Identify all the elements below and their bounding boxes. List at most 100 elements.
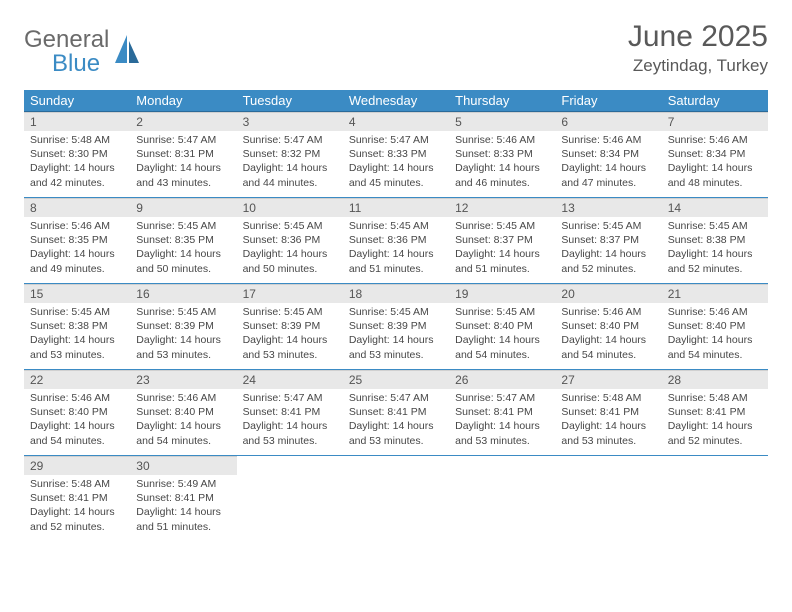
- day-details: Sunrise: 5:45 AMSunset: 8:37 PMDaylight:…: [555, 217, 661, 280]
- calendar-cell: 14Sunrise: 5:45 AMSunset: 8:38 PMDayligh…: [662, 198, 768, 284]
- day-number: 19: [449, 284, 555, 303]
- day-details: Sunrise: 5:48 AMSunset: 8:41 PMDaylight:…: [24, 475, 130, 538]
- calendar-cell: 13Sunrise: 5:45 AMSunset: 8:37 PMDayligh…: [555, 198, 661, 284]
- calendar-cell: 24Sunrise: 5:47 AMSunset: 8:41 PMDayligh…: [237, 370, 343, 456]
- calendar-cell: 20Sunrise: 5:46 AMSunset: 8:40 PMDayligh…: [555, 284, 661, 370]
- day-number: 6: [555, 112, 661, 131]
- day-details: Sunrise: 5:45 AMSunset: 8:36 PMDaylight:…: [343, 217, 449, 280]
- day-details: Sunrise: 5:48 AMSunset: 8:41 PMDaylight:…: [555, 389, 661, 452]
- day-number: 2: [130, 112, 236, 131]
- day-details: Sunrise: 5:47 AMSunset: 8:31 PMDaylight:…: [130, 131, 236, 194]
- day-details: Sunrise: 5:46 AMSunset: 8:40 PMDaylight:…: [555, 303, 661, 366]
- day-number: 10: [237, 198, 343, 217]
- day-details: Sunrise: 5:47 AMSunset: 8:33 PMDaylight:…: [343, 131, 449, 194]
- calendar-cell: 11Sunrise: 5:45 AMSunset: 8:36 PMDayligh…: [343, 198, 449, 284]
- day-details: Sunrise: 5:46 AMSunset: 8:34 PMDaylight:…: [662, 131, 768, 194]
- calendar-cell: 19Sunrise: 5:45 AMSunset: 8:40 PMDayligh…: [449, 284, 555, 370]
- day-details: Sunrise: 5:47 AMSunset: 8:41 PMDaylight:…: [449, 389, 555, 452]
- calendar-cell: 7Sunrise: 5:46 AMSunset: 8:34 PMDaylight…: [662, 112, 768, 198]
- day-number: 14: [662, 198, 768, 217]
- calendar-cell: .: [662, 456, 768, 542]
- weekday-header: Friday: [555, 90, 661, 112]
- title-block: June 2025 Zeytindag, Turkey: [628, 20, 768, 76]
- calendar-cell: 26Sunrise: 5:47 AMSunset: 8:41 PMDayligh…: [449, 370, 555, 456]
- logo-word-general: General: [24, 26, 109, 53]
- day-number: 15: [24, 284, 130, 303]
- day-number: 11: [343, 198, 449, 217]
- calendar-cell: 22Sunrise: 5:46 AMSunset: 8:40 PMDayligh…: [24, 370, 130, 456]
- calendar-cell: 27Sunrise: 5:48 AMSunset: 8:41 PMDayligh…: [555, 370, 661, 456]
- day-details: Sunrise: 5:46 AMSunset: 8:35 PMDaylight:…: [24, 217, 130, 280]
- day-details: Sunrise: 5:46 AMSunset: 8:40 PMDaylight:…: [24, 389, 130, 452]
- day-number: 30: [130, 456, 236, 475]
- calendar-cell: 29Sunrise: 5:48 AMSunset: 8:41 PMDayligh…: [24, 456, 130, 542]
- page-title: June 2025: [628, 20, 768, 54]
- day-number: 16: [130, 284, 236, 303]
- calendar-cell: 8Sunrise: 5:46 AMSunset: 8:35 PMDaylight…: [24, 198, 130, 284]
- day-number: 8: [24, 198, 130, 217]
- calendar-cell: 17Sunrise: 5:45 AMSunset: 8:39 PMDayligh…: [237, 284, 343, 370]
- day-details: Sunrise: 5:46 AMSunset: 8:40 PMDaylight:…: [130, 389, 236, 452]
- day-details: Sunrise: 5:45 AMSunset: 8:38 PMDaylight:…: [662, 217, 768, 280]
- calendar-table: SundayMondayTuesdayWednesdayThursdayFrid…: [24, 90, 768, 542]
- day-details: Sunrise: 5:45 AMSunset: 8:38 PMDaylight:…: [24, 303, 130, 366]
- header: General Blue June 2025 Zeytindag, Turkey: [24, 20, 768, 76]
- day-number: 23: [130, 370, 236, 389]
- calendar-cell: .: [449, 456, 555, 542]
- day-number: 4: [343, 112, 449, 131]
- weekday-header: Tuesday: [237, 90, 343, 112]
- day-number: 25: [343, 370, 449, 389]
- calendar-cell: .: [237, 456, 343, 542]
- calendar-cell: 10Sunrise: 5:45 AMSunset: 8:36 PMDayligh…: [237, 198, 343, 284]
- logo-text-block: General Blue: [24, 28, 109, 76]
- calendar-body: 1Sunrise: 5:48 AMSunset: 8:30 PMDaylight…: [24, 112, 768, 542]
- day-details: Sunrise: 5:45 AMSunset: 8:37 PMDaylight:…: [449, 217, 555, 280]
- day-details: Sunrise: 5:46 AMSunset: 8:40 PMDaylight:…: [662, 303, 768, 366]
- weekday-header: Sunday: [24, 90, 130, 112]
- logo: General Blue: [24, 20, 141, 76]
- day-number: 21: [662, 284, 768, 303]
- calendar-cell: .: [555, 456, 661, 542]
- day-details: Sunrise: 5:49 AMSunset: 8:41 PMDaylight:…: [130, 475, 236, 538]
- day-number: 26: [449, 370, 555, 389]
- day-details: Sunrise: 5:48 AMSunset: 8:30 PMDaylight:…: [24, 131, 130, 194]
- day-number: 5: [449, 112, 555, 131]
- calendar-cell: 5Sunrise: 5:46 AMSunset: 8:33 PMDaylight…: [449, 112, 555, 198]
- calendar-cell: 25Sunrise: 5:47 AMSunset: 8:41 PMDayligh…: [343, 370, 449, 456]
- calendar-cell: 28Sunrise: 5:48 AMSunset: 8:41 PMDayligh…: [662, 370, 768, 456]
- weekday-header: Monday: [130, 90, 236, 112]
- day-number: 12: [449, 198, 555, 217]
- calendar-cell: 6Sunrise: 5:46 AMSunset: 8:34 PMDaylight…: [555, 112, 661, 198]
- weekday-header: Thursday: [449, 90, 555, 112]
- day-details: Sunrise: 5:46 AMSunset: 8:34 PMDaylight:…: [555, 131, 661, 194]
- calendar-cell: 30Sunrise: 5:49 AMSunset: 8:41 PMDayligh…: [130, 456, 236, 542]
- location: Zeytindag, Turkey: [628, 56, 768, 76]
- day-details: Sunrise: 5:47 AMSunset: 8:41 PMDaylight:…: [237, 389, 343, 452]
- day-details: Sunrise: 5:45 AMSunset: 8:39 PMDaylight:…: [130, 303, 236, 366]
- calendar-cell: 2Sunrise: 5:47 AMSunset: 8:31 PMDaylight…: [130, 112, 236, 198]
- day-number: 28: [662, 370, 768, 389]
- day-details: Sunrise: 5:47 AMSunset: 8:41 PMDaylight:…: [343, 389, 449, 452]
- day-number: 13: [555, 198, 661, 217]
- day-number: 1: [24, 112, 130, 131]
- calendar-cell: 9Sunrise: 5:45 AMSunset: 8:35 PMDaylight…: [130, 198, 236, 284]
- calendar-cell: 16Sunrise: 5:45 AMSunset: 8:39 PMDayligh…: [130, 284, 236, 370]
- day-number: 27: [555, 370, 661, 389]
- calendar-cell: 12Sunrise: 5:45 AMSunset: 8:37 PMDayligh…: [449, 198, 555, 284]
- day-number: 9: [130, 198, 236, 217]
- day-details: Sunrise: 5:45 AMSunset: 8:35 PMDaylight:…: [130, 217, 236, 280]
- day-details: Sunrise: 5:45 AMSunset: 8:40 PMDaylight:…: [449, 303, 555, 366]
- calendar-header-row: SundayMondayTuesdayWednesdayThursdayFrid…: [24, 90, 768, 112]
- logo-sail-icon: [113, 33, 141, 72]
- day-number: 18: [343, 284, 449, 303]
- calendar-cell: 15Sunrise: 5:45 AMSunset: 8:38 PMDayligh…: [24, 284, 130, 370]
- day-details: Sunrise: 5:45 AMSunset: 8:39 PMDaylight:…: [343, 303, 449, 366]
- day-details: Sunrise: 5:46 AMSunset: 8:33 PMDaylight:…: [449, 131, 555, 194]
- weekday-header: Wednesday: [343, 90, 449, 112]
- day-number: 20: [555, 284, 661, 303]
- calendar-cell: 3Sunrise: 5:47 AMSunset: 8:32 PMDaylight…: [237, 112, 343, 198]
- logo-word-blue: Blue: [24, 50, 100, 77]
- calendar-cell: 1Sunrise: 5:48 AMSunset: 8:30 PMDaylight…: [24, 112, 130, 198]
- calendar-cell: 21Sunrise: 5:46 AMSunset: 8:40 PMDayligh…: [662, 284, 768, 370]
- day-number: 24: [237, 370, 343, 389]
